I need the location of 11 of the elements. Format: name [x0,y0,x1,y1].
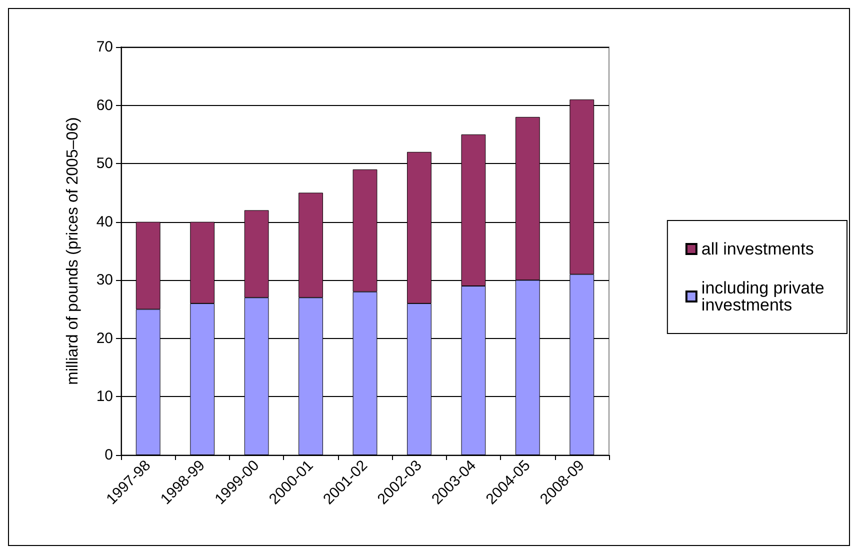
legend-label: including private investments [701,278,830,314]
y-tick-label: 40 [96,213,113,230]
y-tick-label: 0 [104,446,113,464]
legend-label: all investments [701,240,814,258]
y-tick-label: 30 [96,272,113,289]
y-tick-label: 70 [96,38,113,56]
y-tick-label: 60 [96,96,113,114]
y-axis-title: milliard of pounds (prices of 2005–06) [64,117,82,385]
y-tick-label: 10 [96,388,113,406]
y-tick-label: 20 [96,330,113,347]
y-tick-label: 50 [96,155,113,172]
